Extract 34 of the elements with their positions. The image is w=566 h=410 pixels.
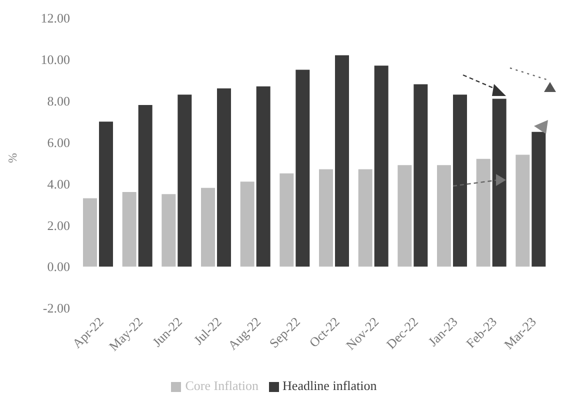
y-tick-label: -2.00 (42, 300, 70, 316)
legend-label: Headline inflation (282, 378, 377, 393)
bar (374, 66, 388, 267)
bar (280, 173, 294, 267)
y-axis-title: % (5, 153, 20, 163)
bar (516, 154, 530, 267)
y-tick-label: 2.00 (47, 218, 70, 233)
bar (138, 105, 152, 267)
bar (178, 94, 192, 267)
bar (99, 122, 113, 267)
y-tick-label: 4.00 (47, 176, 70, 192)
bar (492, 98, 506, 267)
y-tick-label: 10.00 (40, 52, 70, 68)
bar (83, 198, 97, 267)
bar (398, 165, 412, 267)
bar (414, 84, 428, 267)
bar (437, 165, 451, 267)
bar (240, 182, 254, 267)
y-tick-label: 6.00 (47, 134, 70, 150)
bar (476, 158, 490, 267)
bar (319, 169, 333, 267)
y-tick-label: 0.00 (47, 259, 70, 274)
bar (358, 169, 372, 267)
bar (296, 70, 310, 267)
bar (217, 88, 231, 267)
bar (335, 55, 349, 267)
bar (256, 86, 270, 267)
bar (453, 94, 467, 267)
y-tick-label: 8.00 (47, 93, 70, 108)
bar (162, 194, 176, 267)
bar (122, 192, 136, 267)
legend-label: Core Inflation (185, 378, 259, 393)
y-tick-label: 12.00 (40, 10, 70, 26)
bar (201, 188, 215, 267)
